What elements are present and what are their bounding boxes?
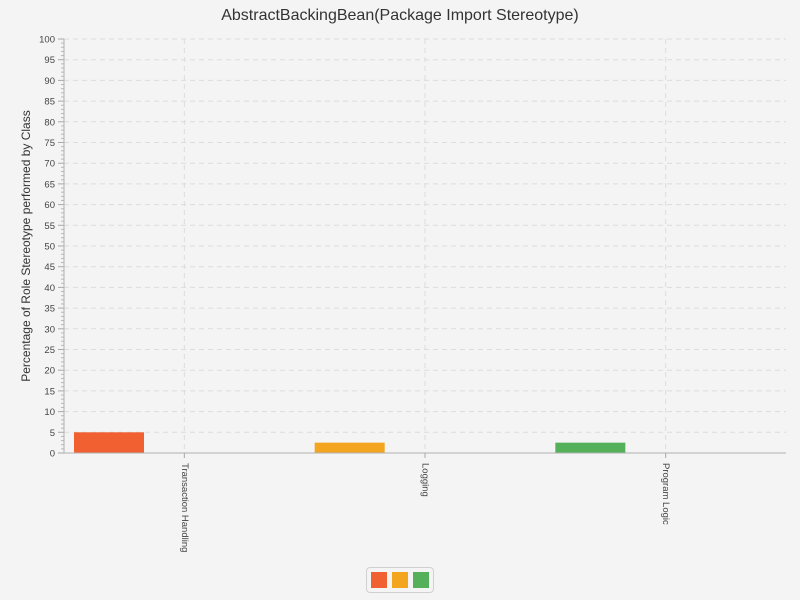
x-ticks: Transaction Handling Logging Program Logic <box>179 453 671 552</box>
legend-swatch-logging <box>392 572 408 588</box>
y-tick-label: 45 <box>44 262 55 273</box>
y-tick-label: 40 <box>44 283 55 294</box>
y-tick-label: 15 <box>44 386 55 397</box>
y-tick-label: 60 <box>44 200 55 211</box>
bar-transaction-handling <box>74 432 144 453</box>
y-tick-label: 85 <box>44 97 55 108</box>
legend-swatch-program-logic <box>413 572 429 588</box>
y-tick-label: 5 <box>50 428 55 439</box>
y-tick-label: 10 <box>44 407 55 418</box>
bar-logging <box>314 442 385 453</box>
y-tick-label: 30 <box>44 324 55 335</box>
y-tick-label: 70 <box>44 159 55 170</box>
y-tick-label: 20 <box>44 366 55 377</box>
y-tick-label: 65 <box>44 179 55 190</box>
y-tick-label: 100 <box>39 35 55 46</box>
y-tick-label: 95 <box>44 55 55 66</box>
y-tick-label: 50 <box>44 242 55 253</box>
legend <box>366 567 434 593</box>
x-tick-label: Program Logic <box>660 463 671 525</box>
bars <box>74 432 626 453</box>
y-ticks: 0 5 10 15 20 25 30 35 40 45 50 55 60 65 70 75 80 85 90 95 10… <box>39 35 64 460</box>
y-tick-label: 0 <box>50 449 55 460</box>
y-tick-label: 75 <box>44 138 55 149</box>
legend-swatch-transaction-handling <box>371 572 387 588</box>
y-tick-label: 80 <box>44 117 55 128</box>
chart-title: AbstractBackingBean(Package Import Stere… <box>221 7 579 24</box>
y-tick-label: 90 <box>44 76 55 87</box>
bar-program-logic <box>555 442 626 453</box>
y-tick-label: 35 <box>44 304 55 315</box>
grid-lines <box>64 38 786 453</box>
x-tick-label: Transaction Handling <box>179 463 190 552</box>
x-tick-label: Logging <box>419 463 430 497</box>
y-tick-label: 25 <box>44 345 55 356</box>
y-tick-label: 55 <box>44 221 55 232</box>
